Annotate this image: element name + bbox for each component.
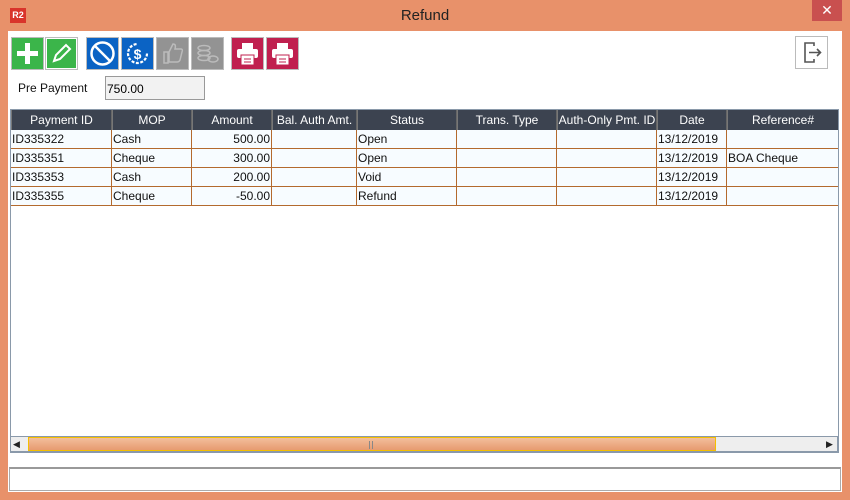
horizontal-scrollbar[interactable]: ◀ ▶ <box>10 436 838 452</box>
table-cell[interactable] <box>727 168 838 187</box>
table-cell[interactable] <box>272 149 357 168</box>
title-bar: R2 Refund ✕ <box>0 0 850 31</box>
table-cell[interactable]: 500.00 <box>192 130 272 149</box>
table-cell[interactable] <box>557 130 657 149</box>
table-cell[interactable]: 300.00 <box>192 149 272 168</box>
table-cell[interactable] <box>457 168 557 187</box>
scroll-left-icon[interactable]: ◀ <box>13 439 20 449</box>
column-header[interactable]: Date <box>657 110 727 130</box>
table-cell[interactable]: ID335355 <box>11 187 112 206</box>
table-cell[interactable]: Cash <box>112 130 192 149</box>
close-icon: ✕ <box>821 2 833 18</box>
table-cell[interactable]: ID335322 <box>11 130 112 149</box>
prohibited-icon <box>90 41 115 66</box>
table-cell[interactable] <box>557 168 657 187</box>
status-bar <box>9 467 841 491</box>
table-cell[interactable]: Cash <box>112 168 192 187</box>
table-cell[interactable] <box>272 130 357 149</box>
printer-icon <box>272 43 293 66</box>
exit-button[interactable] <box>795 36 828 69</box>
pre-payment-label: Pre Payment <box>18 81 88 95</box>
column-header[interactable]: MOP <box>112 110 192 130</box>
table-cell[interactable] <box>557 149 657 168</box>
table-cell[interactable]: 200.00 <box>192 168 272 187</box>
table-cell[interactable] <box>272 187 357 206</box>
thumbs-up-icon <box>163 43 184 64</box>
table-cell[interactable]: Void <box>357 168 457 187</box>
add-button[interactable] <box>11 37 44 70</box>
view-coins-button[interactable] <box>191 37 224 70</box>
column-header[interactable]: Reference# <box>727 110 838 130</box>
print-2-button[interactable] <box>266 37 299 70</box>
table-cell[interactable]: Cheque <box>112 149 192 168</box>
table-cell[interactable] <box>727 130 838 149</box>
table-cell[interactable] <box>457 130 557 149</box>
table-cell[interactable] <box>457 149 557 168</box>
exit-icon <box>804 42 822 63</box>
table-cell[interactable]: ID335353 <box>11 168 112 187</box>
dollar-refresh-icon: $ <box>126 42 149 65</box>
print-button[interactable] <box>231 37 264 70</box>
plus-icon <box>17 43 38 64</box>
table-cell[interactable] <box>727 187 838 206</box>
printer-icon <box>237 43 258 66</box>
table-cell[interactable]: Refund <box>357 187 457 206</box>
svg-text:$: $ <box>134 46 142 62</box>
table-cell[interactable]: Open <box>357 130 457 149</box>
table-cell[interactable]: BOA Cheque <box>727 149 838 168</box>
approve-button[interactable] <box>156 37 189 70</box>
table-cell[interactable] <box>457 187 557 206</box>
pre-payment-field[interactable]: 750.00 <box>105 76 205 100</box>
window-title: Refund <box>400 7 450 24</box>
table-cell[interactable]: 13/12/2019 <box>657 130 727 149</box>
payments-table: Payment ID MOP Amount Bal. Auth Amt. Status T… <box>10 109 839 453</box>
table-cell[interactable]: -50.00 <box>192 187 272 206</box>
scrollbar-thumb[interactable] <box>28 437 716 451</box>
table-cell[interactable]: Open <box>357 149 457 168</box>
close-button[interactable]: ✕ <box>812 0 842 21</box>
table-cell[interactable]: 13/12/2019 <box>657 168 727 187</box>
edit-button[interactable] <box>45 37 78 70</box>
refund-button[interactable]: $ <box>121 37 154 70</box>
pencil-icon <box>52 43 72 63</box>
table-cell[interactable]: ID335351 <box>11 149 112 168</box>
table-cell[interactable]: 13/12/2019 <box>657 187 727 206</box>
app-logo: R2 <box>10 8 26 23</box>
column-header[interactable]: Amount <box>192 110 272 130</box>
column-header[interactable]: Bal. Auth Amt. <box>272 110 357 130</box>
coins-eye-icon <box>197 44 219 63</box>
void-button[interactable] <box>86 37 119 70</box>
scroll-right-icon[interactable]: ▶ <box>826 439 833 449</box>
column-header[interactable]: Auth-Only Pmt. ID <box>557 110 657 130</box>
column-header[interactable]: Payment ID <box>11 110 112 130</box>
column-header[interactable]: Trans. Type <box>457 110 557 130</box>
table-cell[interactable]: Cheque <box>112 187 192 206</box>
column-header[interactable]: Status <box>357 110 457 130</box>
table-cell[interactable]: 13/12/2019 <box>657 149 727 168</box>
table-cell[interactable] <box>272 168 357 187</box>
table-cell[interactable] <box>557 187 657 206</box>
